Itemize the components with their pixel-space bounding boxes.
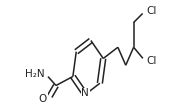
Text: N: N: [81, 88, 89, 98]
Text: Cl: Cl: [146, 6, 156, 16]
Text: Cl: Cl: [146, 56, 156, 66]
Text: H₂N: H₂N: [25, 69, 45, 79]
Text: O: O: [39, 94, 47, 104]
